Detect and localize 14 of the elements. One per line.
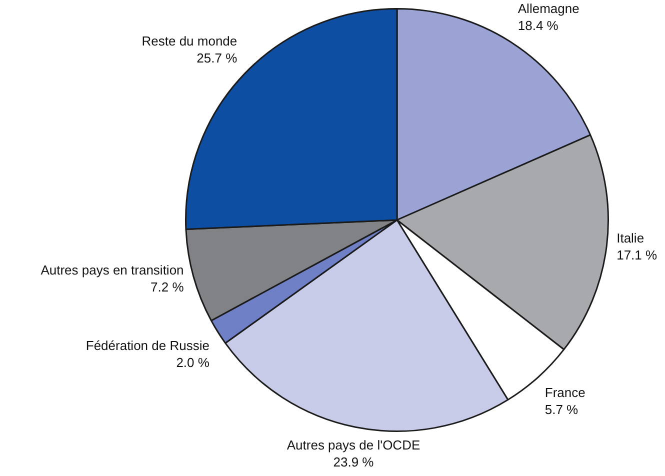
slice-label: Autres pays de l'OCDE xyxy=(286,437,420,452)
data-label: 17.1 % xyxy=(616,248,658,263)
slice-label: Autres pays en transition xyxy=(40,262,184,278)
data-label: 5.7 % xyxy=(544,402,579,418)
slice-label: Fédération de Russie xyxy=(86,338,210,353)
data-label: 23.9 % xyxy=(333,454,374,470)
data-label: 18.4 % xyxy=(518,18,559,34)
data-label: 2.0 % xyxy=(176,354,210,370)
slice-label: Allemagne xyxy=(518,1,580,16)
data-label: 7.2 % xyxy=(150,280,184,295)
slice-label: France xyxy=(544,385,586,400)
data-label: 25.7 % xyxy=(196,50,238,66)
slice-label: Reste du monde xyxy=(142,34,238,49)
slice-label: Italie xyxy=(616,230,644,246)
